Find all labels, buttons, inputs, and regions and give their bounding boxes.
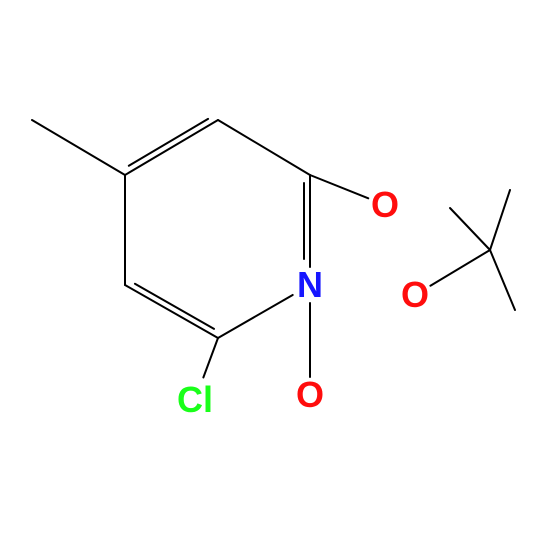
atom-label-cl: Cl [177, 379, 213, 421]
bond [218, 295, 293, 338]
atom-label-n: N [297, 264, 323, 306]
atom-label-o: O [401, 274, 429, 316]
bond-double [129, 119, 208, 166]
bond [490, 250, 515, 310]
atom-label-o: O [296, 374, 324, 416]
bond [32, 120, 125, 175]
atom-label-o: O [371, 184, 399, 226]
bond-double [135, 284, 214, 329]
bond [450, 208, 490, 250]
bond [203, 338, 218, 377]
bond [125, 120, 218, 175]
bond [310, 175, 368, 198]
bond [430, 250, 490, 286]
bond [218, 120, 310, 175]
bond [125, 285, 218, 338]
bond [490, 190, 510, 250]
structure-svg [0, 0, 533, 533]
